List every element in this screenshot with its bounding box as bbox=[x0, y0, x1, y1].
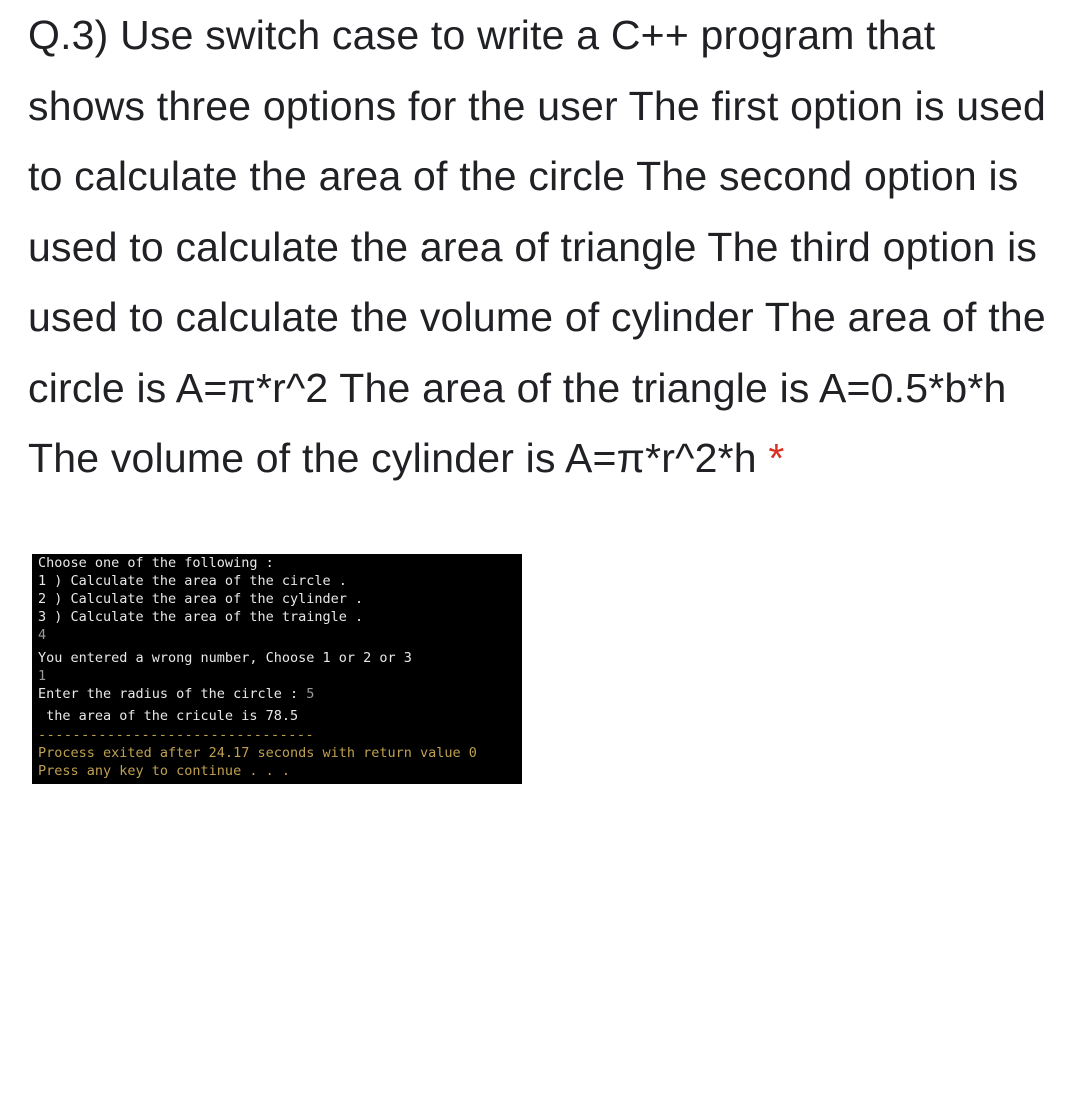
terminal-menu-item-1: 1 ) Calculate the area of the circle . bbox=[32, 572, 522, 590]
question-text: Q.3) Use switch case to write a C++ prog… bbox=[28, 0, 1052, 494]
terminal-exit-line: Process exited after 24.17 seconds with … bbox=[32, 744, 522, 762]
terminal-separator: -------------------------------- bbox=[32, 726, 522, 744]
terminal-radius-prompt: Enter the radius of the circle : 5 bbox=[32, 685, 522, 703]
question-body: Q.3) Use switch case to write a C++ prog… bbox=[28, 12, 1046, 481]
terminal-menu-item-3: 3 ) Calculate the area of the traingle . bbox=[32, 608, 522, 626]
terminal-result: the area of the cricule is 78.5 bbox=[32, 707, 522, 725]
terminal-menu-header: Choose one of the following : bbox=[32, 554, 522, 572]
terminal-radius-label: Enter the radius of the circle : bbox=[38, 686, 306, 702]
page-container: Q.3) Use switch case to write a C++ prog… bbox=[0, 0, 1080, 814]
terminal-user-input-2: 1 bbox=[32, 667, 522, 685]
terminal-radius-value: 5 bbox=[306, 686, 314, 702]
terminal-error-msg: You entered a wrong number, Choose 1 or … bbox=[32, 649, 522, 667]
terminal-output: Choose one of the following : 1 ) Calcul… bbox=[32, 554, 522, 785]
terminal-user-input-1: 4 bbox=[32, 626, 522, 644]
required-marker: * bbox=[757, 435, 785, 481]
terminal-menu-item-2: 2 ) Calculate the area of the cylinder . bbox=[32, 590, 522, 608]
terminal-press-key: Press any key to continue . . . bbox=[32, 762, 522, 780]
